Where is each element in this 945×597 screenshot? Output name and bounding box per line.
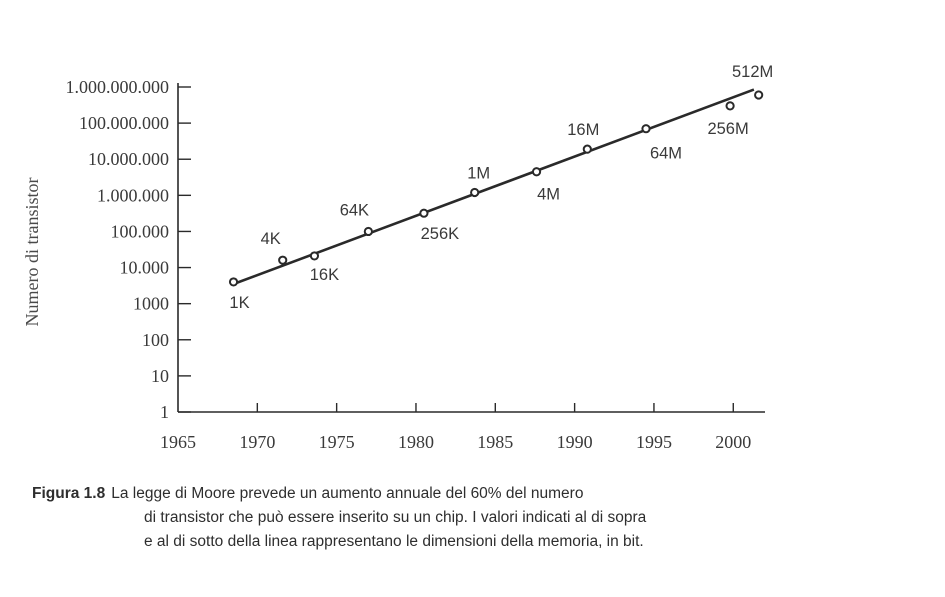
y-axis-ticks: 1 10 100 1000 10.000 100.000 1.000.000 10.000.0… bbox=[66, 77, 191, 422]
y-tick-label: 10 bbox=[151, 366, 169, 386]
x-axis-ticks: 1965 1970 1975 1980 1985 1990 1995 2000 bbox=[160, 403, 751, 452]
chart-axes bbox=[177, 83, 765, 413]
caption-label: Figura 1.8 bbox=[32, 485, 106, 502]
data-point bbox=[754, 90, 764, 100]
data-point bbox=[582, 144, 592, 154]
y-axis-label: Numero di transistor bbox=[22, 178, 42, 327]
caption-text-1: La legge di Moore prevede un aumento ann… bbox=[111, 485, 584, 502]
data-point-label: 16M bbox=[567, 121, 599, 139]
x-tick-label: 1980 bbox=[398, 432, 434, 452]
data-point-label: 1M bbox=[467, 164, 490, 182]
data-point-label: 4M bbox=[537, 186, 560, 204]
y-tick-label: 1 bbox=[160, 402, 169, 422]
data-point-label: 256K bbox=[421, 225, 460, 243]
data-point-label: 16K bbox=[310, 266, 339, 284]
data-points: 1K 4K 16K 64K 256K 1M 4M 16M 64M 256M 512M bbox=[228, 63, 773, 312]
caption-line-2: di transistor che può essere inserito su… bbox=[144, 509, 647, 526]
data-point bbox=[641, 124, 651, 134]
data-point bbox=[278, 255, 288, 265]
y-tick-label: 10.000 bbox=[120, 258, 170, 278]
data-point bbox=[228, 277, 239, 287]
x-tick-label: 1970 bbox=[239, 432, 275, 452]
y-tick-label: 100.000 bbox=[111, 221, 170, 241]
data-point bbox=[309, 251, 320, 261]
y-tick-label: 1.000.000 bbox=[97, 185, 169, 205]
x-tick-label: 1990 bbox=[557, 432, 593, 452]
caption-line-1: Figura 1.8 La legge di Moore prevede un a… bbox=[32, 482, 912, 506]
trend-line bbox=[233, 88, 755, 286]
caption-line-3: e al di sotto della linea rappresentano … bbox=[144, 533, 644, 550]
y-tick-label: 100 bbox=[142, 330, 169, 350]
data-point bbox=[470, 187, 480, 198]
figure-caption: Figura 1.8 La legge di Moore prevede un a… bbox=[32, 482, 912, 554]
y-tick-label: 10.000.000 bbox=[88, 149, 169, 169]
data-point-label: 64K bbox=[340, 201, 369, 219]
data-point-label: 512M bbox=[732, 63, 773, 81]
x-tick-label: 1965 bbox=[160, 432, 196, 452]
y-tick-label: 1.000.000.000 bbox=[66, 77, 170, 97]
data-point bbox=[531, 167, 542, 177]
data-point-label: 1K bbox=[229, 294, 249, 312]
data-point-label: 256M bbox=[707, 120, 748, 138]
x-tick-label: 2000 bbox=[715, 432, 751, 452]
x-tick-label: 1995 bbox=[636, 432, 672, 452]
data-point bbox=[419, 208, 429, 218]
data-point-label: 64M bbox=[650, 145, 682, 163]
x-tick-label: 1985 bbox=[477, 432, 513, 452]
data-point bbox=[725, 101, 735, 111]
y-tick-label: 1000 bbox=[133, 294, 169, 314]
moore-chart: 1 10 100 1000 10.000 100.000 1.000.000 10.000.0… bbox=[22, 63, 773, 452]
data-point bbox=[363, 226, 373, 237]
x-tick-label: 1975 bbox=[319, 432, 355, 452]
data-point-label: 4K bbox=[261, 230, 281, 248]
y-tick-label: 100.000.000 bbox=[79, 113, 169, 133]
